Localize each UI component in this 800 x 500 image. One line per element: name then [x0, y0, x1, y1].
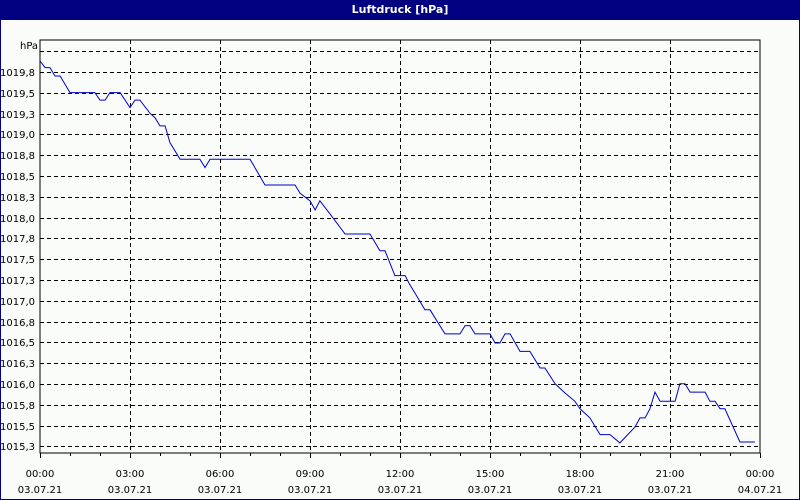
- x-tick-time: 15:00: [476, 469, 505, 480]
- x-tick-date: 03.07.21: [468, 485, 513, 496]
- x-axis: 00:00 03.07.21 03:00 03.07.21 06:00 03.07.21 0…: [18, 453, 783, 496]
- x-tick-time: 18:00: [566, 469, 595, 480]
- y-tick-label: 1018,8: [0, 151, 35, 162]
- y-tick-label: 1018,5: [0, 172, 35, 183]
- x-tick-date: 04.07.21: [738, 485, 783, 496]
- y-tick-label: 1015,3: [0, 442, 35, 453]
- x-tick-date: 03.07.21: [288, 485, 333, 496]
- y-tick-label: 1015,8: [0, 401, 35, 412]
- y-axis: 1019,8 1019,5 1019,3 1019,0 1018,8 1018,5 1018…: [0, 68, 35, 453]
- x-tick-date: 03.07.21: [108, 485, 153, 496]
- y-tick-label: 1016,3: [0, 359, 35, 370]
- chart-title: Luftdruck [hPa]: [0, 0, 800, 20]
- y-tick-label: 1019,3: [0, 110, 35, 121]
- y-tick-label: 1016,8: [0, 318, 35, 329]
- y-tick-label: 1017,5: [0, 255, 35, 266]
- x-tick-time: 21:00: [656, 469, 685, 480]
- x-tick-date: 03.07.21: [18, 485, 63, 496]
- x-tick-time: 00:00: [746, 469, 775, 480]
- y-tick-label: 1016,5: [0, 338, 35, 349]
- x-tick-time: 09:00: [296, 469, 325, 480]
- y-tick-label: 1015,5: [0, 422, 35, 433]
- pressure-line: [39, 60, 755, 444]
- y-tick-label: 1019,8: [0, 68, 35, 79]
- y-axis-unit-label: hPa: [20, 41, 38, 52]
- x-tick-date: 03.07.21: [378, 485, 423, 496]
- y-tick-label: 1019,5: [0, 89, 35, 100]
- y-tick-label: 1017,8: [0, 234, 35, 245]
- y-tick-label: 1018,0: [0, 214, 35, 225]
- x-tick-time: 03:00: [116, 469, 145, 480]
- y-tick-label: 1017,0: [0, 297, 35, 308]
- y-tick-label: 1018,3: [0, 193, 35, 204]
- x-tick-date: 03.07.21: [198, 485, 243, 496]
- grid-lines: [40, 40, 760, 453]
- y-tick-label: 1019,0: [0, 130, 35, 141]
- x-tick-date: 03.07.21: [648, 485, 693, 496]
- y-tick-label: 1016,0: [0, 380, 35, 391]
- x-tick-time: 06:00: [206, 469, 235, 480]
- x-tick-time: 00:00: [26, 469, 55, 480]
- x-tick-date: 03.07.21: [558, 485, 603, 496]
- y-tick-label: 1017,3: [0, 276, 35, 287]
- x-tick-time: 12:00: [386, 469, 415, 480]
